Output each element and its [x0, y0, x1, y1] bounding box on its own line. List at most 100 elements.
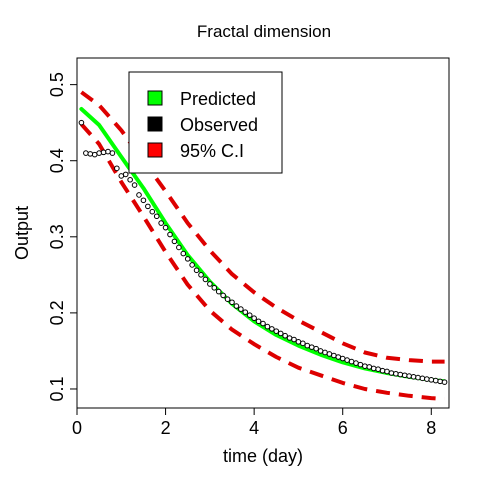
y-tick-label: 0.1: [47, 376, 67, 401]
observed-point: [384, 368, 390, 375]
observed-point: [131, 182, 138, 188]
observed-point: [118, 173, 125, 179]
x-tick-label: 4: [249, 418, 259, 438]
observed-point: [224, 296, 231, 302]
y-axis-label: Output: [12, 206, 32, 260]
x-axis-label: time (day): [223, 446, 303, 466]
observed-point: [419, 375, 426, 382]
observed-point: [78, 119, 85, 126]
observed-point: [432, 377, 439, 384]
observed-point: [441, 379, 448, 385]
observed-point: [220, 292, 226, 299]
observed-point: [393, 370, 399, 377]
observed-point: [149, 208, 156, 215]
legend-label-predicted: Predicted: [180, 89, 256, 109]
observed-point: [193, 267, 200, 274]
observed-point: [140, 197, 147, 204]
legend-key-ci: [147, 142, 163, 158]
observed-point: [437, 378, 443, 385]
observed-point: [100, 149, 107, 156]
observed-point: [229, 299, 235, 306]
observed-point: [202, 276, 209, 283]
observed-point: [96, 150, 102, 156]
observed-point: [114, 165, 120, 172]
observed-point: [300, 340, 306, 347]
observed-point: [238, 306, 244, 312]
observed-point: [406, 373, 412, 379]
observed-point: [286, 335, 293, 341]
observed-point: [211, 284, 218, 291]
observed-point: [105, 148, 111, 155]
chart-title: Fractal dimension: [197, 22, 331, 41]
observed-point: [322, 349, 328, 356]
observed-point: [366, 364, 373, 370]
observed-point: [379, 367, 386, 374]
observed-point: [291, 336, 297, 343]
observed-point: [317, 348, 324, 354]
observed-point: [344, 357, 350, 363]
y-tick-label: 0.2: [47, 300, 67, 325]
observed-point: [335, 354, 342, 360]
observed-point: [353, 360, 359, 366]
legend-key-predicted: [147, 90, 163, 106]
observed-point: [308, 344, 315, 350]
observed-point: [127, 176, 133, 183]
observed-point: [233, 303, 240, 309]
observed-point: [158, 220, 164, 226]
observed-point: [198, 272, 204, 278]
observed-point: [184, 256, 191, 262]
observed-point: [313, 345, 319, 352]
observed-point: [122, 171, 129, 178]
observed-point: [264, 323, 271, 330]
observed-point: [87, 151, 94, 157]
observed-point: [260, 320, 266, 327]
legend: Predicted Observed 95% C.I: [128, 71, 283, 174]
observed-point: [339, 355, 346, 362]
ci-line: [80, 90, 445, 364]
observed-point: [162, 224, 169, 231]
observed-point: [331, 352, 337, 359]
observed-point: [357, 361, 364, 368]
observed-point: [153, 213, 160, 220]
y-tick-label: 0.5: [47, 72, 67, 97]
observed-point: [273, 328, 280, 334]
observed-point: [242, 309, 249, 315]
observed-point: [362, 363, 368, 369]
observed-point: [348, 358, 355, 365]
y-tick-label: 0.3: [47, 224, 67, 249]
legend-key-observed: [147, 116, 163, 132]
observed-point: [215, 288, 222, 295]
observed-point: [269, 326, 275, 332]
observed-point: [246, 312, 253, 318]
observed-point: [189, 262, 195, 268]
observed-point: [171, 238, 178, 245]
observed-point: [410, 374, 417, 380]
observed-point: [415, 374, 421, 381]
ci-line: [79, 122, 445, 401]
observed-point: [167, 231, 173, 238]
observed-point: [207, 281, 213, 287]
observed-point: [251, 315, 257, 322]
observed-point: [91, 151, 98, 158]
x-tick-label: 0: [72, 418, 82, 438]
observed-point: [428, 377, 435, 383]
observed-point: [109, 150, 116, 156]
observed-point: [176, 244, 182, 251]
observed-point: [277, 330, 284, 337]
observed-point: [370, 365, 377, 372]
x-tick-label: 8: [426, 418, 436, 438]
observed-point: [388, 370, 395, 376]
y-tick-label: 0.4: [47, 148, 67, 173]
observed-point: [282, 332, 288, 339]
observed-point: [397, 371, 404, 378]
observed-point: [375, 366, 381, 372]
observed-point: [401, 372, 408, 379]
observed-point: [326, 351, 333, 357]
observed-point: [145, 203, 151, 210]
y-axis: 0.1 0.2 0.3 0.4 0.5: [47, 72, 78, 401]
observed-point: [255, 318, 262, 325]
observed-point: [180, 250, 187, 257]
series-layer: [78, 90, 448, 401]
legend-label-observed: Observed: [180, 115, 258, 135]
